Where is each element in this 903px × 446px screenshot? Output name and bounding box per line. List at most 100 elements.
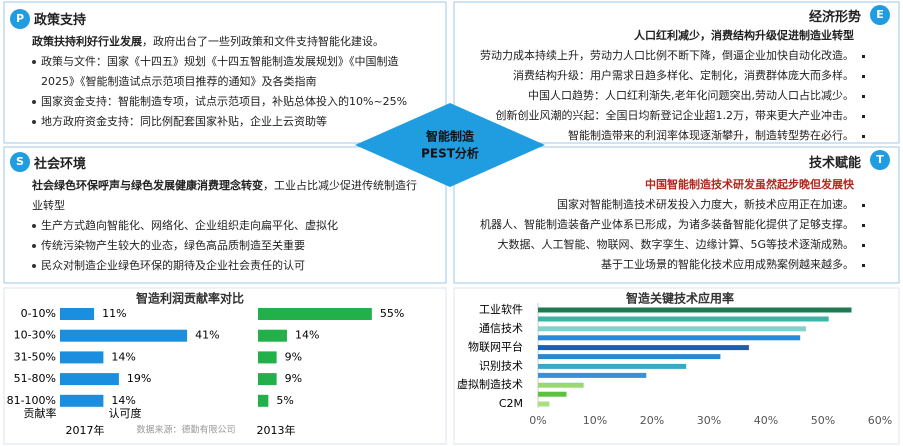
category-label: C2M: [499, 397, 523, 410]
x-tick-label: 60%: [868, 414, 892, 427]
value-label: 19%: [127, 372, 151, 385]
list-item: 基于工业场景的智能化技术应用成熟案例越来越多。: [435, 255, 865, 275]
x-tick-label: 20%: [640, 414, 664, 427]
category-label: 10-30%: [14, 329, 56, 342]
title: 社会环境: [34, 157, 87, 172]
bar: [258, 394, 269, 407]
bar: [538, 363, 687, 369]
list-item: 创新创业风潮的兴起：全国日均新登记企业超1.2万，带来更大产业冲击。: [435, 106, 865, 126]
badge: E: [870, 5, 890, 25]
bar: [538, 391, 567, 397]
category-label: 31-50%: [14, 350, 56, 363]
x-tick-label: 50%: [811, 414, 835, 427]
bar: [258, 351, 277, 364]
list: 生产方式趋向智能化、网络化、企业组织走向扁平化、虚拟化 传统污染物产生较大的业态，…: [32, 216, 422, 276]
legend-label: 2017年: [66, 423, 105, 437]
category-label: 81-100%: [7, 394, 56, 407]
x-tick-label: 30%: [697, 414, 721, 427]
axis-label: 贡献率: [24, 406, 57, 420]
list-item: 消费结构升级：用户需求日趋多样化、定制化，消费群体庞大而多样。: [435, 66, 865, 86]
lead: 人口红利减少，消费结构升级促进制造业转型: [435, 26, 854, 46]
badge: T: [870, 150, 890, 170]
badge: P: [10, 9, 30, 29]
list-item: 机器人、智能制造装备产业体系已形成，为诸多装备智能化提供了足够支撑。: [435, 215, 865, 235]
value-label: 14%: [111, 350, 135, 363]
bar: [538, 307, 852, 313]
bar: [258, 373, 277, 386]
source: 数据来源：德勤有限公司: [136, 424, 235, 436]
list-item: 传统污染物产生较大的业态，绿色高品质制造至关重要: [32, 236, 422, 256]
bar: [538, 345, 749, 351]
bar: [538, 382, 584, 388]
lead: 政策扶持利好行业发展，政府出台了一些列政策和文件支持智能化建设。: [32, 32, 422, 52]
category-label: 51-80%: [14, 372, 56, 385]
list: 劳动力成本持续上升，劳动力人口比例不断下降，倒逼企业加快自动化改造。 消费结构升级…: [435, 46, 865, 146]
center-text: PEST分析: [421, 146, 479, 161]
list-item: 生产方式趋向智能化、网络化、企业组织走向扁平化、虚拟化: [32, 216, 422, 236]
value-label: 9%: [285, 372, 302, 385]
lead: 社会绿色环保呼声与绿色发展健康消费理念转变，工业占比减少促进传统制造行业转型: [32, 176, 422, 216]
list-item: 地方政府资金支持：同比例配套国家补贴，企业上云资助等: [32, 112, 422, 132]
category-label: 物联网平台: [468, 340, 523, 354]
value-label: 14%: [295, 329, 319, 342]
axis-label: 认可度: [109, 406, 142, 420]
bar: [60, 373, 119, 386]
list-item: 政策与文件：国家《十四五》规划《十四五智能制造发展规划》《中国制造2025》《智…: [32, 52, 422, 92]
bar: [538, 326, 806, 332]
category-label: 通信技术: [479, 322, 523, 335]
bar: [60, 394, 104, 407]
panel: [3, 287, 447, 445]
legend-label: 2013年: [257, 423, 296, 437]
lead-text: ，工业占比减少促进传统制造行业转型: [32, 179, 417, 212]
list-item: 中国人口趋势：人口红利渐失,老年化问题突出,劳动人口占比减少。: [435, 86, 865, 106]
list: 国家对智能制造技术研发投入力度大，新技术应用正在加速。 机器人、智能制造装备产业体…: [435, 195, 865, 275]
bar: [258, 308, 372, 320]
lead-bold: 政策扶持利好行业发展: [32, 35, 142, 48]
bar: [538, 354, 721, 360]
category-label: 虚拟制造技术: [457, 377, 523, 391]
content: 人口红利减少，消费结构升级促进制造业转型 劳动力成本持续上升，劳动力人口比例不断…: [435, 26, 865, 146]
category-label: 工业软件: [479, 302, 523, 316]
value-label: 9%: [285, 350, 302, 363]
x-tick-label: 10%: [583, 414, 607, 427]
category-label: 识别技术: [479, 359, 523, 372]
list-item: 劳动力成本持续上升，劳动力人口比例不断下降，倒逼企业加快自动化改造。: [435, 46, 865, 66]
content: 社会绿色环保呼声与绿色发展健康消费理念转变，工业占比减少促进传统制造行业转型 生…: [32, 176, 422, 276]
title: 技术赋能: [808, 156, 861, 171]
bar: [538, 335, 801, 341]
value-label: 11%: [102, 307, 126, 320]
bar: [60, 351, 104, 364]
value-label: 14%: [111, 394, 135, 407]
list-item: 国家对智能制造技术研发投入力度大，新技术应用正在加速。: [435, 195, 865, 215]
list-item: 国家资金支持：智能制造专项，试点示范项目，补贴总体投入的10%~25%: [32, 92, 422, 112]
bar: [258, 329, 287, 342]
lead-bold: 社会绿色环保呼声与绿色发展健康消费理念转变: [32, 179, 263, 192]
chart-title: 智造关键技术应用率: [625, 291, 734, 306]
lead-bold: 中国智能制造技术研发虽然起步晚但发展快: [645, 178, 854, 191]
list-item: 智能制造带来的利润率体现逐渐攀升，制造转型势在必行。: [435, 126, 865, 146]
lead: 中国智能制造技术研发虽然起步晚但发展快: [435, 175, 854, 195]
list-item: 民众对制造企业绿色环保的期待及企业社会责任的认可: [32, 256, 422, 276]
value-label: 5%: [276, 394, 293, 407]
list: 政策与文件：国家《十四五》规划《十四五智能制造发展规划》《中国制造2025》《智…: [32, 52, 422, 132]
bar: [538, 372, 647, 378]
bar: [538, 401, 550, 407]
panel: [453, 287, 900, 445]
category-label: 0-10%: [21, 307, 56, 320]
lead-text: ，政府出台了一些列政策和文件支持智能化建设。: [142, 35, 384, 48]
title: 政策支持: [34, 13, 87, 28]
bar: [538, 316, 829, 322]
bar: [60, 329, 188, 342]
chart-title: 智造利润贡献率对比: [135, 291, 244, 306]
lead-bold: 人口红利减少，消费结构升级促进制造业转型: [634, 29, 854, 42]
x-tick-label: 0%: [529, 414, 546, 427]
content: 政策扶持利好行业发展，政府出台了一些列政策和文件支持智能化建设。 政策与文件：国…: [32, 32, 422, 132]
value-label: 55%: [380, 307, 404, 320]
title: 经济形势: [808, 10, 861, 25]
badge: S: [10, 152, 30, 172]
bar: [60, 308, 95, 320]
content: 中国智能制造技术研发虽然起步晚但发展快 国家对智能制造技术研发投入力度大，新技术…: [435, 175, 865, 275]
value-label: 41%: [195, 329, 219, 342]
x-tick-label: 40%: [754, 414, 778, 427]
